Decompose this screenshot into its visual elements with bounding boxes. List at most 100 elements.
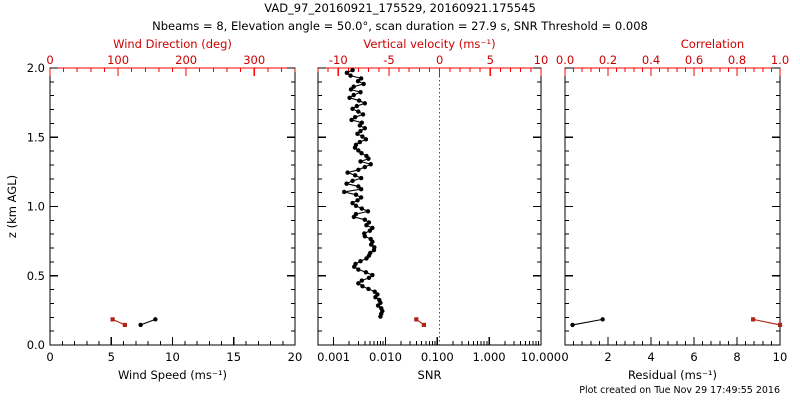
data-point [358,259,363,264]
data-point [777,322,783,328]
data-point [355,198,360,203]
data-point [370,225,375,231]
top-x-axis-label-middle: Vertical velocity (ms⁻¹) [363,37,495,51]
x-axis-label-left: Wind Speed (ms⁻¹) [118,368,227,382]
x-tick-label-4: 4 [647,350,654,364]
x-tick-label-0: 0 [561,350,568,364]
data-point [138,322,143,328]
series-line-correlation [753,318,781,326]
top-x-tick-label-0.4: 0.4 [642,53,660,67]
data-point [358,159,363,164]
data-point [367,228,373,233]
x-tick-label-15: 15 [226,350,241,364]
data-point [358,186,364,192]
data-point [371,247,377,253]
data-point [362,164,368,170]
x-tick-label-10: 10 [165,350,180,364]
data-point [375,303,381,308]
top-x-tick-label-300: 300 [243,53,265,67]
data-point [347,95,352,100]
data-point [359,278,365,283]
panel-right: 0 2 4 6 8 10 0.0 0.2 0.4 0.6 0.8 1.0 Residual (ms⁻¹)… [556,37,789,382]
data-point [362,101,368,106]
data-point [341,189,347,195]
y-tick-label-1.0: 1.0 [27,200,45,214]
data-point [357,139,362,145]
top-x-tick-label-200: 200 [175,53,197,67]
data-point [378,314,383,319]
data-point [362,126,368,131]
top-x-tick-label--10: -10 [329,53,348,67]
top-x-tick-label-0: 0 [46,53,53,67]
data-point [350,200,355,206]
data-point [363,137,369,142]
data-point [414,317,419,322]
top-x-tick-label-0.8: 0.8 [728,53,746,67]
data-point [360,283,365,289]
data-point [368,242,374,247]
top-x-axis-label-right: Correlation [681,37,744,51]
data-point [356,109,361,114]
data-point [363,270,369,275]
x-tick-label-2: 2 [604,350,611,364]
x-tick-label-0.100: 0.100 [421,350,454,364]
x-tick-label-10: 10 [773,350,788,364]
data-point [751,317,756,322]
data-point [368,162,373,167]
data-point [359,150,364,156]
data-point [360,112,366,117]
data-point [355,78,361,84]
data-point [348,87,354,92]
data-point [153,317,158,322]
data-point [362,217,368,222]
data-point [352,173,358,178]
top-x-tick-label-0.6: 0.6 [685,53,703,67]
data-point [351,92,356,98]
top-x-tick-label-5: 5 [487,53,494,67]
data-point [349,117,354,123]
series-line-residual [572,318,603,326]
data-point [362,234,368,239]
data-point [370,272,375,278]
figure-title: VAD_97_20160921_175529, 20160921.175545 [264,1,536,15]
data-point [366,286,371,292]
data-point [352,264,357,269]
top-x-tick-label-10: 10 [534,53,549,67]
x-tick-label-0: 0 [46,350,53,364]
data-point [364,222,369,228]
data-point [358,175,364,181]
data-point [361,81,366,87]
top-x-tick-label-1.0: 1.0 [771,53,789,67]
series-line-wind-speed [140,318,156,326]
top-x-tick-label--5: -5 [383,53,394,67]
plot-frame-right [564,67,781,346]
top-x-tick-label-0.0: 0.0 [556,53,574,67]
x-tick-label-6: 6 [690,350,697,364]
data-point [421,322,427,328]
data-point [352,114,358,120]
data-point [356,167,361,172]
data-point [356,98,362,103]
x-axis-label-middle: SNR [418,368,442,382]
data-point [358,90,363,95]
top-x-axis-label-left: Wind Direction (deg) [113,37,232,51]
y-axis-label: z (km AGL) [5,175,19,238]
y-tick-label-0.0: 0.0 [27,338,45,352]
data-point [350,106,355,112]
data-point [364,256,369,261]
data-point [350,67,355,73]
x-axis-label-right: Residual (ms⁻¹) [628,368,717,382]
data-point [122,322,127,328]
data-point [365,209,371,214]
data-point [372,289,377,294]
plot-frame-left [49,67,296,346]
x-tick-label-0.010: 0.010 [369,350,402,364]
data-point [348,73,353,78]
top-x-tick-label-0: 0 [436,53,443,67]
x-tick-label-8: 8 [733,350,740,364]
data-point [356,148,361,153]
y-tick-label-1.5: 1.5 [27,130,45,144]
data-point [373,295,378,300]
